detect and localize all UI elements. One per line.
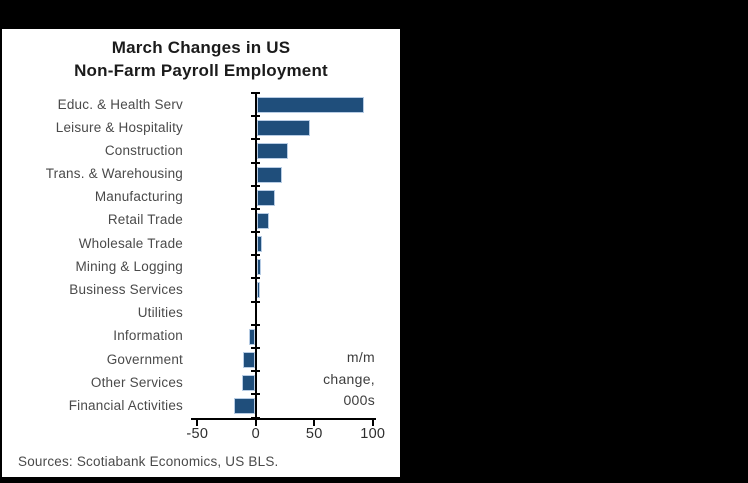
bar-financial-activities [233,398,255,415]
x-axis-tick-label: 100 [360,426,386,442]
category-label: Construction [104,142,183,158]
category-label: Educ. & Health Serv [57,96,183,112]
category-label: Business Services [69,282,183,298]
x-axis-tick [196,419,199,426]
bar-government [243,351,255,368]
source-note: Sources: Scotiabank Economics, US BLS. [18,454,279,469]
x-axis-line [191,417,377,420]
category-label: Mining & Logging [75,258,183,274]
units-annotation: m/m change, 000s [323,349,375,408]
x-axis-tick-label: -50 [186,426,209,442]
category-label: Leisure & Hospitality [55,119,183,135]
chart-card: March Changes in US Non-Farm Payroll Emp… [2,29,400,477]
category-label: Financial Activities [68,397,183,413]
x-axis-tick-label: 0 [251,426,260,442]
bar-leisure-hospitality [256,120,311,137]
category-label: Government [106,351,183,367]
category-label: Other Services [90,374,183,390]
bar-information [249,328,255,345]
bar-construction [256,143,289,160]
plot-area: Educ. & Health Serv Leisure & Hospitality… [2,29,400,477]
x-axis-tick [313,419,316,426]
x-axis-tick [371,419,374,426]
x-axis-tick [254,419,257,426]
bar-mining-logging [256,259,262,276]
bar-retail-trade [256,212,270,229]
category-label: Manufacturing [94,189,183,205]
category-label: Trans. & Warehousing [45,166,183,182]
chart-title: March Changes in US Non-Farm Payroll Emp… [74,38,328,80]
y-axis-line [254,93,257,420]
bar-wholesale-trade [256,236,263,253]
category-label: Utilities [137,305,183,321]
bar-other-services [242,375,255,392]
category-label: Information [113,328,183,344]
bar-educ-health-serv [256,97,365,113]
x-axis-tick-label: 50 [305,426,323,442]
bar-manufacturing [256,189,276,206]
bar-trans-warehousing [256,166,283,183]
category-label: Wholesale Trade [78,235,183,251]
bar-business-services [256,282,261,299]
category-label: Retail Trade [107,212,183,228]
